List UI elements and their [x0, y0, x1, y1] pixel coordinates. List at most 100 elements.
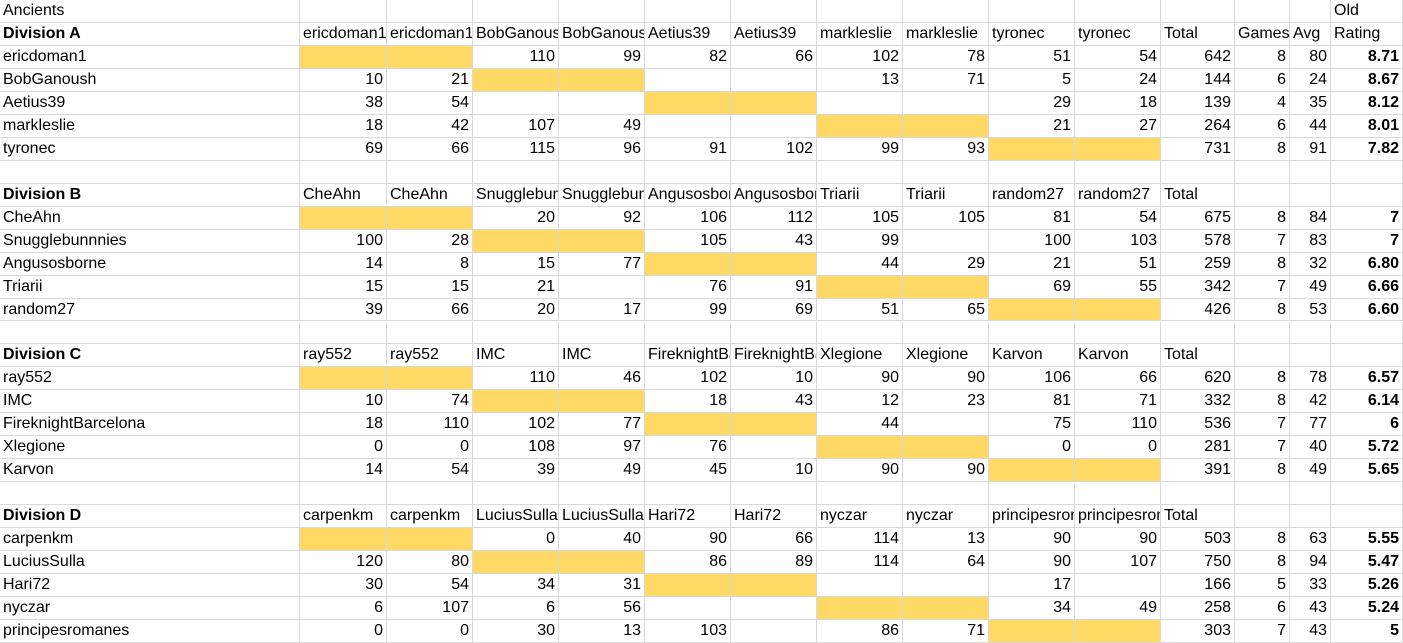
score: 91 [645, 137, 731, 161]
score: 110 [473, 367, 559, 391]
games: 5 [1235, 574, 1290, 598]
score: 76 [645, 436, 731, 460]
score: 69 [731, 298, 817, 322]
empty-cell [1075, 321, 1161, 345]
score: 43 [731, 390, 817, 414]
column-header: nyczar [903, 505, 989, 529]
avg: 49 [1290, 459, 1331, 483]
empty-cell [473, 482, 559, 506]
player-name: Hari72 [0, 574, 300, 598]
score: 21 [989, 252, 1075, 276]
column-header: tyronec [1075, 22, 1161, 46]
column-header: Hari72 [731, 505, 817, 529]
empty-cell [645, 482, 731, 506]
empty-cell [903, 114, 989, 138]
empty-cell [645, 114, 731, 138]
score: 54 [387, 91, 473, 115]
empty-cell [731, 68, 817, 92]
avg: 40 [1290, 436, 1331, 460]
empty-cell [1331, 183, 1403, 207]
total: 578 [1161, 229, 1235, 253]
score: 51 [1075, 252, 1161, 276]
player-name: CheAhn [0, 206, 300, 230]
column-header: LuciusSulla [473, 505, 559, 529]
empty-cell [1235, 344, 1290, 368]
score: 30 [473, 620, 559, 643]
score: 120 [300, 551, 387, 575]
score: 92 [559, 206, 645, 230]
empty-cell [559, 229, 645, 253]
score: 38 [300, 91, 387, 115]
score: 86 [817, 620, 903, 643]
games: 6 [1235, 114, 1290, 138]
score: 102 [473, 413, 559, 437]
column-header: Aetius39 [731, 22, 817, 46]
score: 15 [473, 252, 559, 276]
score: 0 [300, 436, 387, 460]
column-header: carpenkm [300, 505, 387, 529]
player-name: ray552 [0, 367, 300, 391]
empty-cell [300, 321, 387, 345]
games: 7 [1235, 620, 1290, 643]
score: 0 [1075, 436, 1161, 460]
column-header: tyronec [989, 22, 1075, 46]
column-header: Aetius39 [645, 22, 731, 46]
score: 43 [731, 229, 817, 253]
score: 66 [731, 528, 817, 552]
score: 49 [1075, 597, 1161, 621]
empty-cell [559, 0, 645, 23]
total: 731 [1161, 137, 1235, 161]
avg: 84 [1290, 206, 1331, 230]
score: 100 [989, 229, 1075, 253]
score: 115 [473, 137, 559, 161]
score: 66 [1075, 367, 1161, 391]
column-header: ericdoman1 [300, 22, 387, 46]
empty-cell [1075, 0, 1161, 23]
empty-cell [645, 597, 731, 621]
rating: 7 [1331, 229, 1403, 253]
empty-cell [989, 298, 1075, 322]
empty-cell [559, 160, 645, 184]
score: 103 [1075, 229, 1161, 253]
player-name: carpenkm [0, 528, 300, 552]
score: 81 [989, 390, 1075, 414]
empty-cell [300, 0, 387, 23]
score: 100 [300, 229, 387, 253]
empty-cell [817, 160, 903, 184]
score: 54 [387, 574, 473, 598]
column-header: CheAhn [387, 183, 473, 207]
avg: 43 [1290, 620, 1331, 643]
score: 65 [903, 298, 989, 322]
score: 54 [387, 459, 473, 483]
rating-header-top: Old [1331, 0, 1403, 23]
avg: 77 [1290, 413, 1331, 437]
games: 8 [1235, 551, 1290, 575]
empty-cell [731, 413, 817, 437]
empty-cell [1075, 574, 1161, 598]
total: 166 [1161, 574, 1235, 598]
empty-cell [731, 620, 817, 643]
empty-cell [0, 160, 300, 184]
empty-cell [731, 91, 817, 115]
score: 0 [387, 620, 473, 643]
empty-cell [903, 436, 989, 460]
score: 82 [645, 45, 731, 69]
division-title: Division C [0, 344, 300, 368]
total: 675 [1161, 206, 1235, 230]
empty-cell [559, 275, 645, 299]
score: 51 [817, 298, 903, 322]
empty-cell [1290, 344, 1331, 368]
division-title: Division B [0, 183, 300, 207]
rating: 5.26 [1331, 574, 1403, 598]
score: 71 [903, 620, 989, 643]
column-header: Angusosborne [645, 183, 731, 207]
score: 10 [731, 367, 817, 391]
score: 110 [473, 45, 559, 69]
score: 17 [989, 574, 1075, 598]
column-header: principesromanes [989, 505, 1075, 529]
column-header: Angusosborne [731, 183, 817, 207]
score: 12 [817, 390, 903, 414]
score: 29 [903, 252, 989, 276]
avg: 44 [1290, 114, 1331, 138]
score: 10 [731, 459, 817, 483]
